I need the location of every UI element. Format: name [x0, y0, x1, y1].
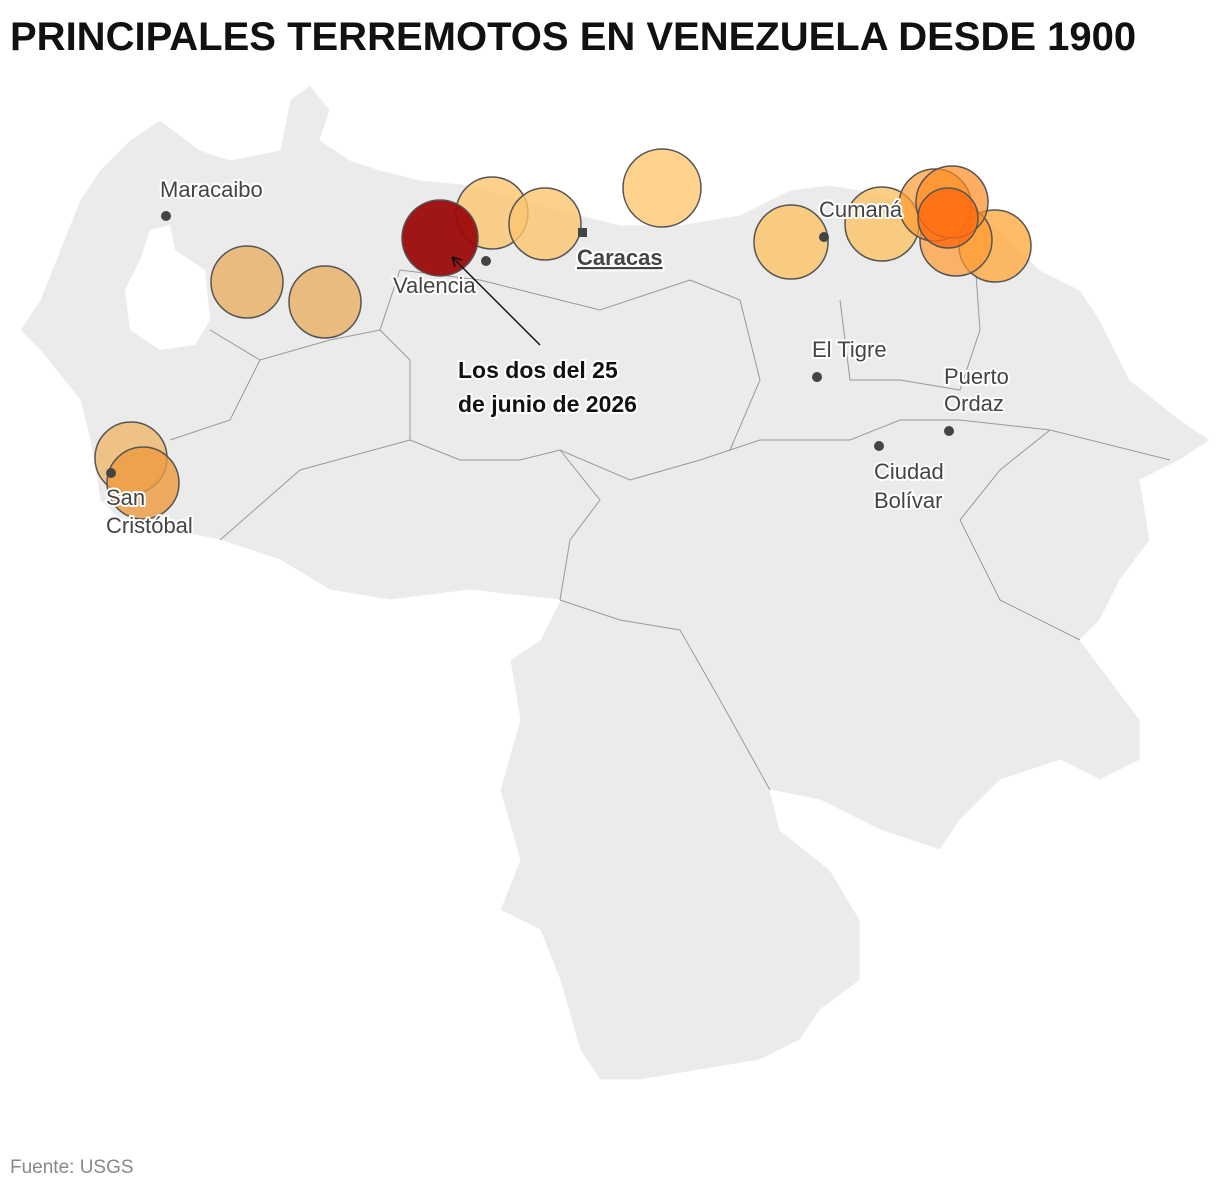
- annotation-text: Los dos del 25 de junio de 2026: [458, 357, 637, 417]
- annotation-line: de junio de 2026: [458, 391, 637, 417]
- city-label-line: Cumaná: [819, 197, 903, 222]
- quake: [622, 148, 702, 228]
- city-label: San Cristóbal: [106, 485, 193, 538]
- city-dot: [812, 372, 822, 382]
- capital-label: Caracas: [577, 245, 663, 270]
- quake: [106, 446, 180, 520]
- city-label: El Tigre: [812, 337, 887, 362]
- country-map: [19, 84, 1211, 1081]
- city-label-line: Valencia: [393, 273, 477, 298]
- city-label-line: Ordaz: [944, 391, 1004, 416]
- city-label: Ciudad Bolívar: [874, 459, 944, 513]
- city-label-line: San: [106, 485, 145, 510]
- quake-circles: [94, 148, 1032, 520]
- city-dots: [106, 211, 954, 478]
- quake: [288, 265, 362, 339]
- city-dot: [106, 468, 116, 478]
- city-label-line: Maracaibo: [160, 177, 263, 202]
- annotation-arrow: [451, 256, 541, 346]
- arrow-head: [451, 256, 463, 268]
- title: PRINCIPALES TERREMOTOS EN VENEZUELA DESD…: [10, 15, 1136, 59]
- quake: [508, 187, 582, 261]
- city-label-line: Cristóbal: [106, 513, 193, 538]
- city-dot: [874, 441, 884, 451]
- city-label-line: Bolívar: [874, 488, 942, 513]
- city-dot: [819, 232, 829, 242]
- city-label-line: Puerto: [944, 364, 1009, 389]
- city-label: Maracaibo: [160, 177, 263, 202]
- city-label-line: Ciudad: [874, 459, 944, 484]
- city-label: Puerto Ordaz: [944, 364, 1009, 416]
- city-labels: Maracaibo Valencia Caracas Cumaná El Tig…: [104, 175, 1011, 540]
- city-label: Cumaná: [819, 197, 903, 222]
- city-label: Valencia: [393, 273, 477, 298]
- quake: [401, 199, 479, 277]
- source: Fuente: USGS: [10, 1157, 134, 1178]
- city-dot: [944, 426, 954, 436]
- quake: [753, 204, 829, 280]
- quake: [210, 245, 284, 319]
- city-dot: [161, 211, 171, 221]
- city-label-line: El Tigre: [812, 337, 887, 362]
- city-label-line: Caracas: [577, 245, 663, 270]
- annotation-line: Los dos del 25: [458, 357, 618, 383]
- capital-marker: [578, 228, 587, 237]
- city-dot: [481, 256, 491, 266]
- annotation: Los dos del 25 de junio de 2026: [451, 256, 639, 419]
- quake: [917, 187, 979, 249]
